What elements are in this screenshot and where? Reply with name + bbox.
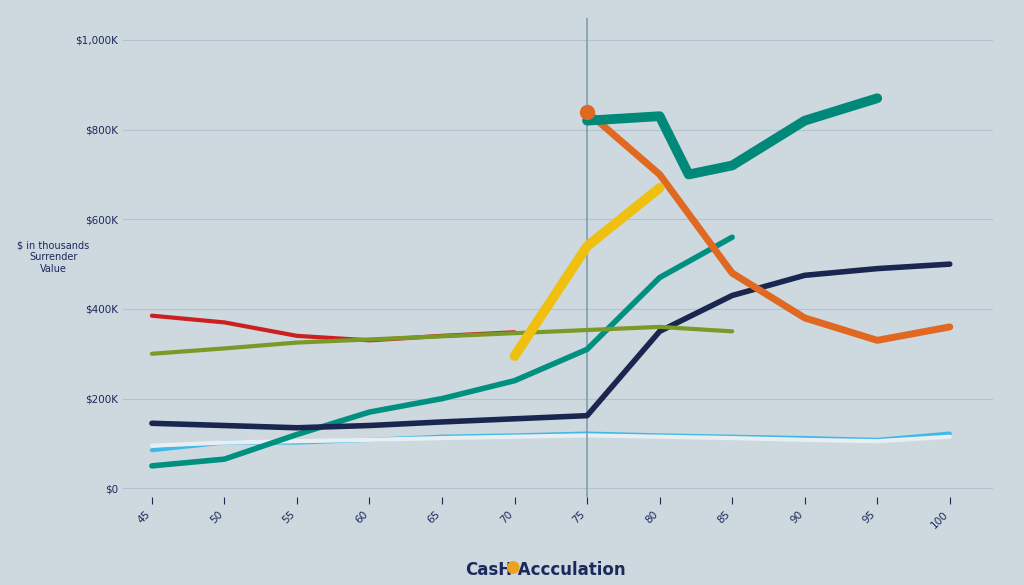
Point <box>579 107 595 116</box>
Text: $ in thousands
Surrender
Value: $ in thousands Surrender Value <box>17 241 89 274</box>
Text: CasH: CasH <box>465 561 512 579</box>
Text: Accculation: Accculation <box>512 561 626 579</box>
Text: ●: ● <box>505 558 519 576</box>
